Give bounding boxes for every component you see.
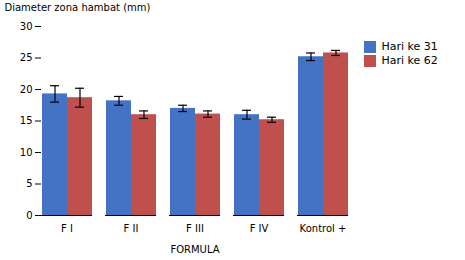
html-text:Hari ke 31: Hari ke 31 <box>381 40 438 53</box>
svg-text:30: 30 <box>20 21 33 32</box>
svg-text:Kontrol +: Kontrol + <box>300 223 347 234</box>
svg-text:5: 5 <box>26 178 32 189</box>
svg-text:F III: F III <box>186 223 204 234</box>
svg-text:20: 20 <box>20 84 33 95</box>
svg-text:F IV: F IV <box>250 223 269 234</box>
svg-text:15: 15 <box>20 115 33 126</box>
svg-text:25: 25 <box>20 52 33 63</box>
svg-text:0: 0 <box>26 210 32 221</box>
svg-text:Diameter zona hambat (mm): Diameter zona hambat (mm) <box>5 2 151 13</box>
svg-text:10: 10 <box>20 147 33 158</box>
html-text:Hari ke 62: Hari ke 62 <box>381 54 438 67</box>
svg-text:FORMULA: FORMULA <box>170 244 219 255</box>
svg-text:F II: F II <box>124 223 139 234</box>
svg-text:F I: F I <box>61 223 73 234</box>
